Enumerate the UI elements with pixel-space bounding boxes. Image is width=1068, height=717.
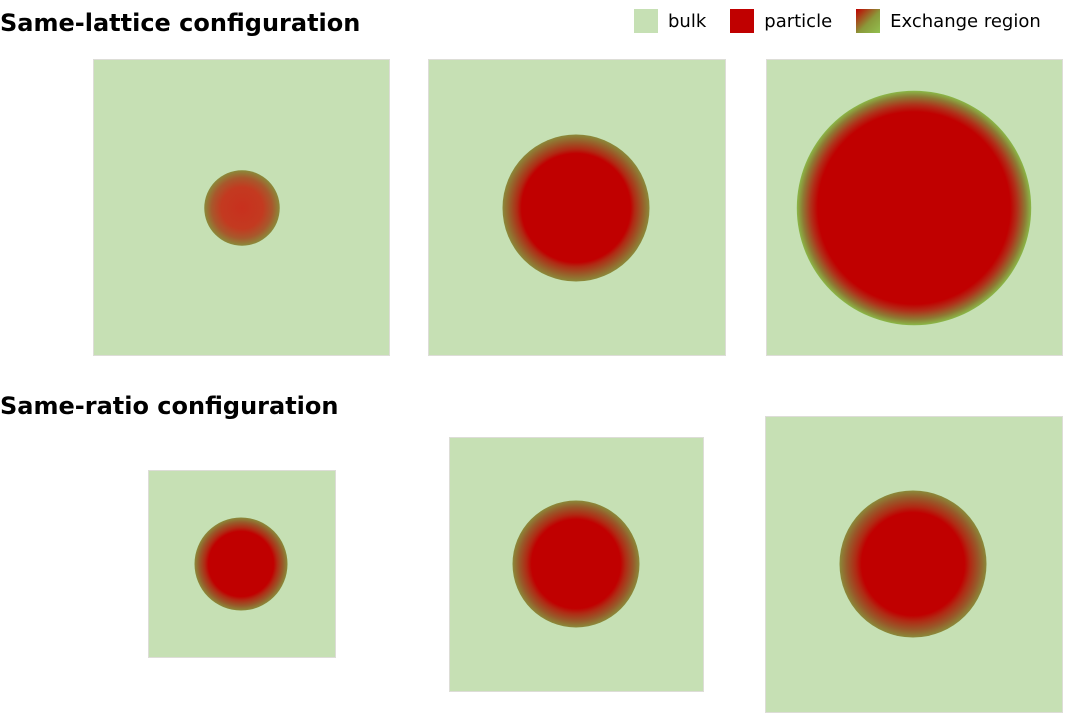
exchange-swatch: [856, 9, 881, 33]
particle-ratio-medium: [512, 500, 640, 628]
particle-ratio-large: [839, 490, 987, 638]
particle-medium: [502, 134, 650, 282]
same-lattice-panel-small: [93, 59, 390, 356]
legend-label-particle: particle: [764, 10, 833, 32]
particle-small: [204, 170, 280, 246]
section-title-same-ratio: Same-ratio configuration: [0, 392, 339, 420]
particle-swatch: [730, 9, 755, 33]
same-ratio-panel-small: [148, 470, 336, 658]
legend: bulk particle Exchange region: [634, 8, 1041, 34]
same-ratio-panel-medium: [449, 437, 704, 692]
legend-label-bulk: bulk: [668, 10, 707, 32]
particle-large: [796, 90, 1032, 326]
same-lattice-panel-large: [766, 59, 1063, 356]
section-title-same-lattice: Same-lattice configuration: [0, 9, 361, 37]
legend-label-exchange: Exchange region: [890, 10, 1041, 32]
legend-item-exchange: Exchange region: [856, 9, 1041, 33]
same-lattice-panel-medium: [428, 59, 726, 356]
bulk-swatch: [634, 9, 658, 33]
same-ratio-panel-large: [765, 416, 1063, 713]
legend-item-particle: particle: [730, 9, 832, 33]
legend-item-bulk: bulk: [634, 9, 706, 33]
particle-ratio-small: [194, 517, 288, 611]
